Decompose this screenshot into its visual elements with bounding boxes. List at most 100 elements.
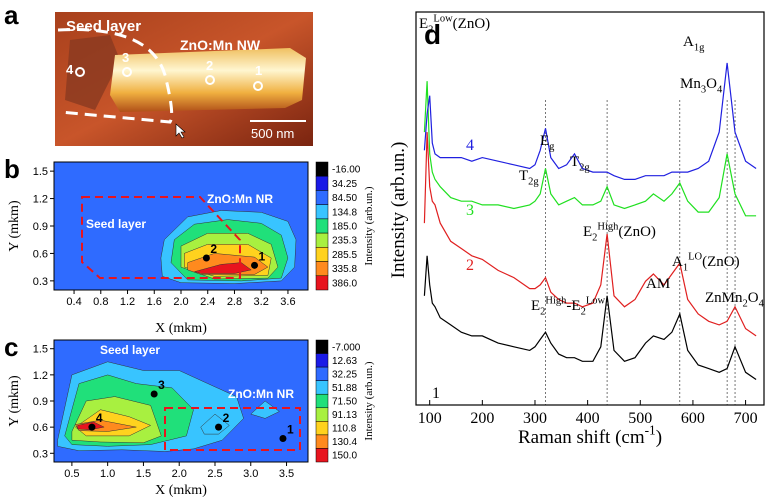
plot-frame xyxy=(415,11,765,406)
map-annotation: Seed layer xyxy=(86,217,146,231)
series-label: 2 xyxy=(466,257,474,274)
colorbar-label: 386.0 xyxy=(332,278,357,289)
point-label: 2 xyxy=(210,242,217,256)
panel-a: a Seed layer ZnO:Mn NW 4 3 2 1 500 nm xyxy=(4,0,313,146)
colorbar-label: 110.8 xyxy=(332,424,357,435)
dashed-outline xyxy=(81,196,241,279)
spectrum-line xyxy=(423,255,757,380)
text-part: 4 xyxy=(759,299,765,310)
colorbar-swatch xyxy=(315,247,329,262)
colorbar-label: 32.25 xyxy=(332,369,357,380)
x-tick-label: 200 xyxy=(470,410,494,427)
point-label: 1 xyxy=(259,249,266,263)
point xyxy=(202,254,210,262)
panel-label: c xyxy=(4,332,18,362)
text-part: ZnMn xyxy=(705,290,743,306)
map-annotation: Seed layer xyxy=(100,343,160,357)
y-tick-label: 1.5 xyxy=(33,166,48,178)
x-tick-label: 3.6 xyxy=(280,296,295,308)
x-axis-title: X (mkm) xyxy=(155,483,207,498)
contour-region xyxy=(200,413,230,435)
text-part: 2g xyxy=(528,177,539,188)
point xyxy=(150,390,158,398)
peak-annotation: A1LO(ZnO) xyxy=(672,251,740,273)
nanowire xyxy=(110,48,306,112)
point xyxy=(215,423,223,431)
text-part: LO xyxy=(688,251,702,262)
y-tick-label: 0.9 xyxy=(33,396,48,408)
contour-region xyxy=(193,262,252,274)
colorbar-swatch xyxy=(315,421,329,436)
text-part: T xyxy=(519,168,528,184)
colorbar-label: 185.0 xyxy=(332,222,357,233)
text-part: -E xyxy=(566,298,580,314)
x-tick-label: 2.8 xyxy=(227,296,242,308)
wire-label: ZnO:Mn NW xyxy=(180,37,261,53)
text-part: g xyxy=(549,142,555,153)
contour-region xyxy=(250,400,280,419)
text-part: 2 xyxy=(428,25,433,36)
text-part: Mn xyxy=(680,76,701,92)
x-axis-title: X (mkm) xyxy=(155,321,207,336)
y-tick-label: 0.6 xyxy=(33,248,48,260)
colorbar-swatch xyxy=(315,434,329,449)
x-tick-label: 700 xyxy=(734,410,758,427)
text-part: 2g xyxy=(579,163,590,174)
panel-label: b xyxy=(4,154,20,184)
colorbar-swatch xyxy=(315,161,329,177)
point xyxy=(205,75,215,85)
text-part: ) xyxy=(656,427,662,448)
text-part: High xyxy=(597,221,619,232)
series-label: 1 xyxy=(432,385,440,402)
x-tick-label: 1.5 xyxy=(136,468,151,480)
x-tick-label: 500 xyxy=(628,410,652,427)
text-part: E xyxy=(583,224,592,240)
spectrum-line xyxy=(423,62,757,180)
point-label: 2 xyxy=(206,58,213,73)
x-tick-label: 0.5 xyxy=(64,468,79,480)
panel-b: 1 2 Seed layer ZnO:Mn NR 0.4 0.8 1.2 1.6 2.0 2.4 2… xyxy=(4,154,375,336)
text-part: 3 xyxy=(701,85,706,96)
text-part: (ZnO) xyxy=(702,254,740,270)
seed-label: Seed layer xyxy=(66,18,141,35)
x-tick-label: 3.5 xyxy=(279,468,294,480)
dashed-outline xyxy=(164,407,301,451)
series-label: 3 xyxy=(466,202,474,219)
scale-label: 500 nm xyxy=(251,126,294,141)
text-part: O xyxy=(706,76,717,92)
spectrum-line xyxy=(423,132,757,337)
peak-annotation: T2g xyxy=(570,154,590,174)
colorbar-swatch xyxy=(315,448,329,463)
map-annotation: ZnO:Mn NR xyxy=(207,192,273,206)
text-part: AM xyxy=(646,276,670,292)
peak-annotation: E2Low(ZnO) xyxy=(419,13,490,35)
colorbar-title: Intensity (arb.un.) xyxy=(363,361,375,440)
colorbar-label: -16.00 xyxy=(332,165,361,176)
text-part: 2 xyxy=(592,233,597,244)
colorbar-swatch xyxy=(315,275,329,291)
panel-c: 1 2 3 4 Seed layer ZnO:Mn NR 0.5 1.0 1.5 2.0 2.5 3.… xyxy=(4,332,375,498)
y-axis-title: Y (mkm) xyxy=(7,200,22,252)
colorbar-swatch xyxy=(315,232,329,248)
point-label: 1 xyxy=(255,63,262,78)
map-annotation: ZnO:Mn NR xyxy=(228,387,294,401)
text-part: (ZnO) xyxy=(453,16,491,32)
colorbar-label: 91.13 xyxy=(332,410,357,421)
peak-annotation: T2g xyxy=(519,168,539,188)
colorbar-label: 150.0 xyxy=(332,451,357,462)
point xyxy=(75,67,85,77)
colorbar-title: Intensity (arb.un.) xyxy=(363,186,375,265)
point-label: 3 xyxy=(158,378,165,392)
peak-annotation: AM xyxy=(646,276,670,292)
y-tick-label: 0.9 xyxy=(33,221,48,233)
y-tick-label: 0.6 xyxy=(33,422,48,434)
x-tick-label: 2.0 xyxy=(172,468,187,480)
x-tick-label: 100 xyxy=(418,410,442,427)
x-tick-label: 2.0 xyxy=(173,296,188,308)
y-tick-label: 0.3 xyxy=(33,448,48,460)
point-label: 4 xyxy=(96,411,103,425)
peak-annotation: E2High-E2Low xyxy=(531,295,606,317)
peak-annotation: ZnMn2O4 xyxy=(705,290,765,310)
